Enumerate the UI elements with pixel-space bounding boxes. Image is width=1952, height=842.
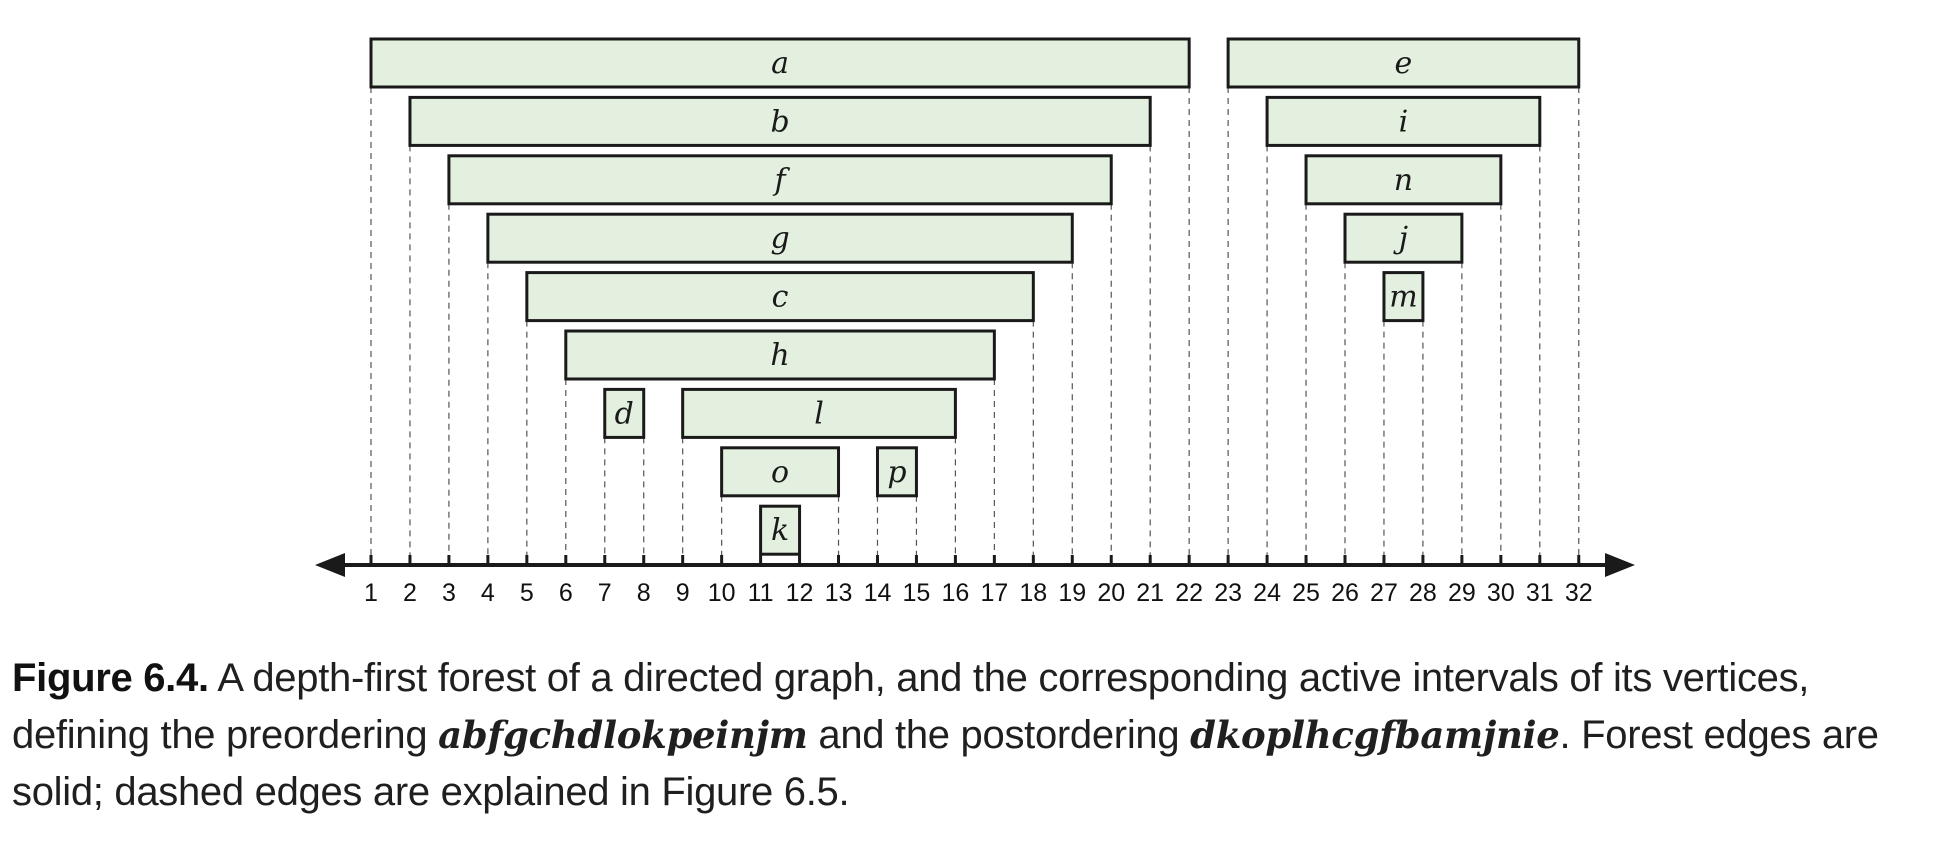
interval-f: f — [447, 154, 1113, 206]
caption-text-1: A depth-first forest of a directed graph… — [12, 656, 1810, 757]
interval-bar-n — [1304, 154, 1503, 206]
tick-label-21: 21 — [1136, 579, 1164, 607]
number-axis — [315, 553, 1635, 577]
interval-bar-o — [720, 446, 841, 498]
interval-i: i — [1265, 95, 1542, 147]
tick-label-15: 15 — [903, 579, 931, 607]
tick-label-1: 1 — [364, 579, 378, 607]
interval-k: k — [759, 504, 802, 556]
postorder-sequence: dkoplhcgfbamjnie — [1190, 713, 1560, 757]
interval-m: m — [1382, 271, 1425, 323]
interval-label-i: i — [1399, 104, 1409, 139]
interval-bar-c — [525, 271, 1035, 323]
tick-label-17: 17 — [980, 579, 1008, 607]
dashed-guide-lines — [370, 87, 1580, 565]
interval-a: a — [369, 37, 1191, 89]
interval-label-l: l — [814, 396, 824, 431]
tick-label-30: 30 — [1487, 579, 1515, 607]
interval-bar-j — [1343, 212, 1464, 264]
interval-d: d — [603, 387, 646, 439]
interval-l: l — [681, 387, 957, 439]
tick-label-6: 6 — [559, 579, 573, 607]
interval-o: o — [720, 446, 841, 498]
tick-label-14: 14 — [864, 579, 892, 607]
interval-label-o: o — [771, 455, 789, 490]
interval-label-a: a — [771, 46, 789, 81]
interval-label-m: m — [1389, 280, 1417, 315]
caption-text-2: and the postordering — [807, 713, 1191, 757]
tick-label-19: 19 — [1058, 579, 1086, 607]
interval-h: h — [564, 329, 996, 381]
tick-label-3: 3 — [442, 579, 456, 607]
tick-label-26: 26 — [1331, 579, 1359, 607]
interval-bar-e — [1226, 37, 1581, 89]
figure-number: Figure 6.4. — [12, 656, 209, 700]
tick-label-4: 4 — [481, 579, 495, 607]
interval-bar-g — [486, 212, 1074, 264]
tick-label-11: 11 — [748, 579, 774, 607]
tick-label-24: 24 — [1253, 579, 1281, 607]
tick-label-31: 31 — [1526, 579, 1554, 607]
interval-bar-i — [1265, 95, 1542, 147]
interval-bar-a — [369, 37, 1191, 89]
tick-label-5: 5 — [520, 579, 534, 607]
interval-label-g: g — [770, 221, 789, 256]
tick-label-22: 22 — [1175, 579, 1203, 607]
interval-label-h: h — [770, 338, 789, 373]
interval-bar-l — [681, 387, 957, 439]
tick-label-23: 23 — [1214, 579, 1242, 607]
interval-label-d: d — [615, 396, 634, 431]
interval-label-c: c — [772, 280, 789, 315]
interval-label-k: k — [771, 513, 789, 548]
interval-bar-p — [875, 446, 918, 498]
tick-label-2: 2 — [403, 579, 417, 607]
interval-g: g — [486, 212, 1074, 264]
tick-label-8: 8 — [637, 579, 651, 607]
axis-ticks: 1 2 3 4 5 6 7 8 9 10 11 12 13 14 15 16 17 18 19 20 21 22 23 24 2… — [364, 555, 1593, 607]
interval-diagram: abfgchd lokpeinjm 1 2 3 4 5 6 7 8 9 10 11 12 13 14 15 16… — [315, 37, 1635, 607]
interval-p: p — [875, 446, 918, 498]
interval-bar-m — [1382, 271, 1425, 323]
interval-bar-d — [603, 387, 646, 439]
interval-bar-f — [447, 154, 1113, 206]
tick-label-25: 25 — [1292, 579, 1320, 607]
tick-label-16: 16 — [941, 579, 969, 607]
axis-left-arrow — [315, 553, 345, 577]
tick-label-10: 10 — [708, 579, 736, 607]
tick-label-7: 7 — [598, 579, 612, 607]
interval-e: e — [1226, 37, 1581, 89]
tick-label-32: 32 — [1565, 579, 1593, 607]
tick-label-13: 13 — [825, 579, 853, 607]
interval-c: c — [525, 271, 1035, 323]
interval-n: n — [1304, 154, 1503, 206]
tick-label-27: 27 — [1370, 579, 1398, 607]
interval-label-p: p — [887, 455, 906, 490]
tick-label-28: 28 — [1409, 579, 1437, 607]
interval-b: b — [408, 95, 1152, 147]
tick-label-9: 9 — [676, 579, 690, 607]
interval-label-b: b — [770, 104, 789, 139]
interval-bar-b — [408, 95, 1152, 147]
tick-label-29: 29 — [1448, 579, 1476, 607]
preorder-sequence: abfgchdlokpeinjm — [438, 713, 808, 757]
interval-bar-h — [564, 329, 996, 381]
interval-label-n: n — [1394, 163, 1413, 198]
tick-label-18: 18 — [1019, 579, 1047, 607]
interval-label-e: e — [1395, 46, 1413, 81]
tick-label-20: 20 — [1097, 579, 1125, 607]
tick-label-12: 12 — [786, 579, 814, 607]
caption-text-3: . Forest edges are solid; dashed edges a… — [12, 713, 1879, 814]
axis-right-arrow — [1605, 553, 1635, 577]
interval-bar-k — [759, 504, 802, 556]
interval-j: j — [1343, 212, 1464, 264]
figure-caption: Figure 6.4. A depth-first forest of a di… — [12, 650, 1947, 821]
interval-bars: abfgch d lok p einjm — [369, 37, 1581, 556]
